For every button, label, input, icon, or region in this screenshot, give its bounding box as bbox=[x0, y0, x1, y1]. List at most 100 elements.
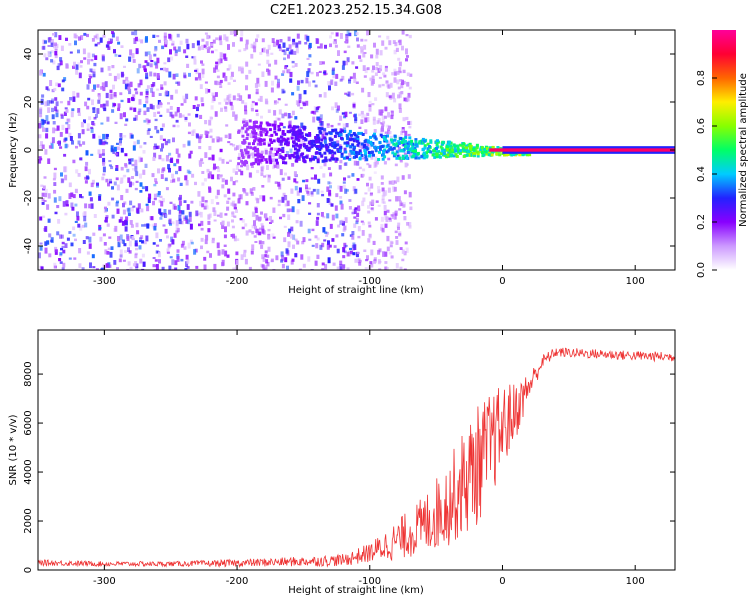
spectrogram-band-cell bbox=[425, 151, 428, 155]
spectrogram-speckle bbox=[169, 49, 172, 55]
spectrogram-band-cell bbox=[390, 138, 393, 142]
y-tick-label: 20 bbox=[23, 96, 34, 109]
spectrogram-speckle bbox=[184, 268, 188, 270]
spectrogram-band-cell bbox=[297, 129, 301, 133]
spectrogram-speckle bbox=[160, 127, 164, 131]
spectrogram-speckle bbox=[194, 69, 198, 72]
spectrogram-speckle bbox=[50, 42, 54, 47]
spectrogram-band-cell bbox=[273, 127, 277, 130]
spectrogram-speckle bbox=[50, 100, 54, 103]
spectrogram-speckle bbox=[372, 240, 376, 245]
spectrogram-speckle bbox=[100, 86, 104, 90]
spectrogram-speckle bbox=[331, 67, 335, 71]
spectrogram-speckle bbox=[120, 99, 124, 103]
spectrogram-speckle bbox=[106, 134, 109, 137]
spectrogram-speckle bbox=[171, 114, 175, 119]
spectrogram-speckle bbox=[116, 146, 120, 150]
spectrogram-band-cell bbox=[268, 123, 272, 127]
spectrogram-band-cell bbox=[365, 158, 369, 162]
spectrogram-speckle bbox=[288, 228, 292, 234]
spectrogram-speckle bbox=[210, 50, 214, 54]
spectrogram-speckle bbox=[267, 109, 271, 113]
spectrogram-speckle bbox=[262, 47, 266, 53]
spectrogram-band-cell bbox=[241, 126, 245, 130]
spectrogram-speckle bbox=[260, 223, 264, 226]
spectrogram-speckle bbox=[403, 251, 407, 256]
spectrogram-speckle bbox=[96, 182, 99, 186]
spectrogram-band-cell bbox=[475, 143, 479, 147]
spectrogram-speckle bbox=[311, 228, 315, 232]
spectrogram-speckle bbox=[159, 135, 163, 140]
spectrogram-speckle bbox=[353, 244, 357, 250]
spectrogram-speckle bbox=[114, 146, 117, 152]
spectrogram-speckle bbox=[398, 103, 402, 109]
spectrogram-speckle bbox=[182, 95, 186, 100]
spectrogram-speckle bbox=[181, 210, 185, 215]
spectrogram-speckle bbox=[209, 116, 213, 121]
spectrogram-speckle bbox=[366, 112, 370, 116]
spectrogram-speckle bbox=[255, 91, 259, 94]
spectrogram-speckle bbox=[393, 186, 397, 192]
spectrogram-speckle bbox=[295, 47, 299, 54]
spectrogram-band-cell bbox=[294, 147, 297, 151]
spectrogram-speckle bbox=[399, 159, 403, 163]
spectrogram-speckle bbox=[295, 42, 299, 48]
spectrogram-band-cell bbox=[259, 124, 263, 128]
spectrogram-speckle bbox=[98, 138, 102, 145]
spectrogram-speckle bbox=[161, 158, 165, 162]
spectrogram-band-cell bbox=[288, 124, 292, 128]
spectrogram-speckle bbox=[173, 46, 177, 51]
spectrogram-speckle bbox=[180, 220, 184, 225]
spectrogram-band-cell bbox=[240, 159, 244, 163]
spectrogram-speckle bbox=[355, 66, 359, 69]
spectrogram-speckle bbox=[204, 200, 208, 203]
spectrogram-speckle bbox=[215, 80, 219, 86]
spectrogram-speckle bbox=[264, 213, 268, 219]
spectrogram-speckle bbox=[368, 164, 372, 168]
spectrogram-speckle bbox=[139, 182, 143, 187]
spectrogram-speckle bbox=[164, 44, 168, 48]
spectrogram-speckle bbox=[146, 223, 150, 229]
spectrogram-speckle bbox=[173, 163, 177, 167]
spectrogram-speckle bbox=[251, 224, 255, 229]
spectrogram-speckle bbox=[339, 115, 343, 121]
spectrogram-speckle bbox=[211, 92, 215, 96]
spectrogram-speckle bbox=[223, 34, 227, 41]
spectrogram-speckle bbox=[328, 189, 332, 196]
spectrogram-speckle bbox=[351, 231, 355, 235]
spectrogram-speckle bbox=[312, 80, 316, 83]
spectrogram-speckle bbox=[212, 95, 216, 101]
spectrogram-speckle bbox=[97, 99, 101, 104]
spectrogram-speckle bbox=[250, 108, 254, 112]
spectrogram-band-cell bbox=[308, 132, 312, 135]
spectrogram-band-cell bbox=[320, 127, 324, 131]
spectrogram-speckle bbox=[335, 213, 339, 219]
spectrogram-band-cell bbox=[242, 120, 246, 124]
spectrogram-speckle bbox=[300, 122, 304, 129]
spectrogram-speckle bbox=[331, 214, 335, 221]
spectrogram-speckle bbox=[244, 223, 248, 227]
spectrogram-speckle bbox=[397, 57, 401, 61]
spectrogram-speckle bbox=[79, 194, 82, 198]
spectrogram-band-cell bbox=[246, 133, 250, 137]
spectrogram-speckle bbox=[54, 246, 58, 253]
spectrogram-speckle bbox=[255, 112, 259, 117]
spectrogram-band-cell bbox=[279, 155, 283, 159]
spectrogram-band-cell bbox=[452, 154, 456, 158]
spectrogram-band-cell bbox=[293, 131, 297, 134]
spectrogram-band-cell bbox=[414, 138, 418, 142]
spectrogram-speckle bbox=[47, 193, 51, 199]
spectrogram-speckle bbox=[95, 33, 99, 40]
spectrogram-speckle bbox=[380, 109, 384, 113]
spectrogram-speckle bbox=[190, 200, 194, 204]
spectrogram-speckle bbox=[64, 243, 68, 248]
spectrogram-speckle bbox=[91, 38, 95, 42]
spectrogram-speckle bbox=[105, 263, 109, 268]
spectrogram-speckle bbox=[186, 266, 190, 269]
spectrogram-speckle bbox=[188, 153, 192, 159]
spectrogram-speckle bbox=[344, 92, 348, 95]
spectrogram-speckle bbox=[286, 200, 290, 207]
spectrogram-speckle bbox=[135, 48, 139, 55]
spectrogram-band-cell bbox=[314, 136, 318, 139]
